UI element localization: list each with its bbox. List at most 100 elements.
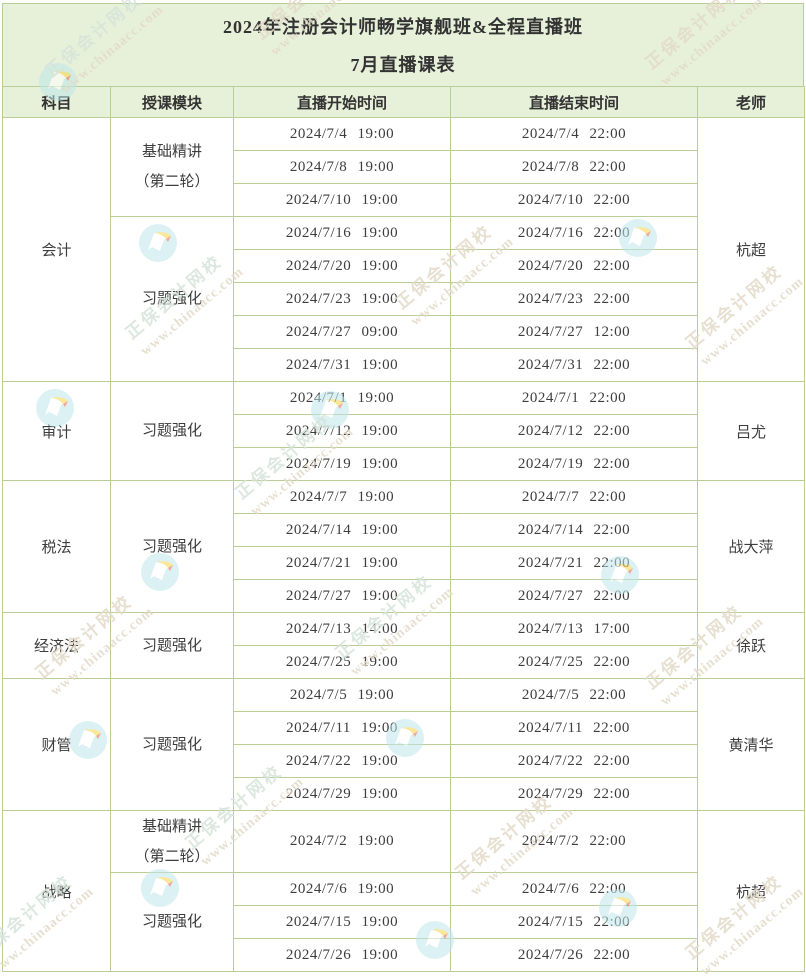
table-row: 会计 基础精讲 （第二轮） 2024/7/4 19:00 2024/7/4 22… [2,117,805,382]
end-time-cell: 2024/7/23 22:00 [450,282,698,316]
module-cell: 基础精讲 （第二轮） [110,117,234,217]
module-cell: 习题强化 [110,678,234,811]
page-subtitle: 7月直播课表 [350,55,456,75]
end-time-cell: 2024/7/20 22:00 [450,249,698,283]
header-subject: 科目 [2,86,111,118]
end-time-cell: 2024/7/12 22:00 [450,414,698,448]
teacher-cell: 杭超 [697,810,805,972]
end-time-cell: 2024/7/16 22:00 [450,216,698,250]
table-row: 2024/7/10 19:00 2024/7/10 22:00 [3,183,805,217]
end-time-cell: 2024/7/25 22:00 [450,645,698,679]
end-time-cell: 2024/7/13 17:00 [450,612,698,646]
start-time-cell: 2024/7/6 19:00 [233,872,451,906]
table-row: 2024/7/14 19:00 2024/7/14 22:00 [3,513,805,547]
teacher-cell: 徐跃 [697,612,805,679]
start-time-cell: 2024/7/22 19:00 [233,744,451,778]
table-row: 税法 习题强化 2024/7/7 19:00 2024/7/7 22:00 战大… [2,480,805,613]
subject-cell: 财管 [2,678,111,811]
table-row: 2024/7/26 19:00 2024/7/26 22:00 [3,938,805,972]
header-start-time: 直播开始时间 [233,86,451,118]
start-time-cell: 2024/7/13 14:00 [233,612,451,646]
end-time-cell: 2024/7/14 22:00 [450,513,698,547]
subject-cell: 税法 [2,480,111,613]
table-row: 2024/7/31 19:00 2024/7/31 22:00 [3,348,805,382]
subject-cell: 会计 [2,117,111,382]
end-time-cell: 2024/7/22 22:00 [450,744,698,778]
end-time-cell: 2024/7/1 22:00 [450,381,698,415]
header-end-time: 直播结束时间 [450,86,698,118]
start-time-cell: 2024/7/5 19:00 [233,678,451,712]
start-time-cell: 2024/7/1 19:00 [233,381,451,415]
end-time-cell: 2024/7/15 22:00 [450,905,698,939]
end-time-cell: 2024/7/4 22:00 [450,117,698,151]
schedule-table: 科目 授课模块 直播开始时间 直播结束时间 老师 会计 基础精讲 （第二轮） 2… [2,86,805,972]
table-row: 战略 基础精讲 （第二轮） 2024/7/2 19:00 2024/7/2 22… [2,810,805,972]
table-row: 2024/7/15 19:00 2024/7/15 22:00 [3,905,805,939]
start-time-cell: 2024/7/27 09:00 [233,315,451,349]
end-time-cell: 2024/7/2 22:00 [450,810,698,873]
module-cell: 基础精讲 （第二轮） [110,810,234,873]
header-teacher: 老师 [697,86,805,118]
table-row: 2024/7/25 19:00 2024/7/25 22:00 [3,645,805,679]
table-row: 2024/7/22 19:00 2024/7/22 22:00 [3,744,805,778]
page-title: 2024年注册会计师畅学旗舰班&全程直播班 [223,17,583,37]
start-time-cell: 2024/7/26 19:00 [233,938,451,972]
start-time-cell: 2024/7/21 19:00 [233,546,451,580]
end-time-cell: 2024/7/21 22:00 [450,546,698,580]
end-time-cell: 2024/7/19 22:00 [450,447,698,481]
schedule-sheet: 2024年注册会计师畅学旗舰班&全程直播班 7月直播课表 科目 授课模块 直播开… [2,3,805,972]
header-row: 科目 授课模块 直播开始时间 直播结束时间 老师 [2,86,805,118]
start-time-cell: 2024/7/25 19:00 [233,645,451,679]
start-time-cell: 2024/7/31 19:00 [233,348,451,382]
start-time-cell: 2024/7/15 19:00 [233,905,451,939]
start-time-cell: 2024/7/19 19:00 [233,447,451,481]
table-row: 习题强化 2024/7/6 19:00 2024/7/6 22:00 [3,872,805,972]
table-row: 2024/7/27 19:00 2024/7/27 22:00 [3,579,805,613]
subject-cell: 审计 [2,381,111,481]
start-time-cell: 2024/7/29 19:00 [233,777,451,811]
start-time-cell: 2024/7/11 19:00 [233,711,451,745]
module-cell: 习题强化 [110,480,234,613]
start-time-cell: 2024/7/8 19:00 [233,150,451,184]
header-module: 授课模块 [110,86,234,118]
start-time-cell: 2024/7/23 19:00 [233,282,451,316]
table-body: 会计 基础精讲 （第二轮） 2024/7/4 19:00 2024/7/4 22… [2,117,805,972]
end-time-cell: 2024/7/27 12:00 [450,315,698,349]
end-time-cell: 2024/7/8 22:00 [450,150,698,184]
start-time-cell: 2024/7/10 19:00 [233,183,451,217]
end-time-cell: 2024/7/11 22:00 [450,711,698,745]
end-time-cell: 2024/7/7 22:00 [450,480,698,514]
table-header: 科目 授课模块 直播开始时间 直播结束时间 老师 [2,86,805,118]
end-time-cell: 2024/7/29 22:00 [450,777,698,811]
teacher-cell: 战大萍 [697,480,805,613]
end-time-cell: 2024/7/26 22:00 [450,938,698,972]
subject-cell: 战略 [2,810,111,972]
module-cell: 习题强化 [110,872,234,972]
start-time-cell: 2024/7/27 19:00 [233,579,451,613]
start-time-cell: 2024/7/12 19:00 [233,414,451,448]
table-row: 2024/7/23 19:00 2024/7/23 22:00 [3,282,805,316]
start-time-cell: 2024/7/2 19:00 [233,810,451,873]
start-time-cell: 2024/7/7 19:00 [233,480,451,514]
table-row: 2024/7/8 19:00 2024/7/8 22:00 [3,150,805,184]
title-block: 2024年注册会计师畅学旗舰班&全程直播班 7月直播课表 [2,3,804,86]
end-time-cell: 2024/7/31 22:00 [450,348,698,382]
start-time-cell: 2024/7/4 19:00 [233,117,451,151]
table-row: 习题强化 2024/7/16 19:00 2024/7/16 22:00 [3,216,805,382]
end-time-cell: 2024/7/27 22:00 [450,579,698,613]
table-row: 审计 习题强化 2024/7/1 19:00 2024/7/1 22:00 吕尤 [2,381,805,481]
start-time-cell: 2024/7/16 19:00 [233,216,451,250]
teacher-cell: 杭超 [697,117,805,382]
teacher-cell: 黄清华 [697,678,805,811]
table-row: 财管 习题强化 2024/7/5 19:00 2024/7/5 22:00 黄清… [2,678,805,811]
table-row: 2024/7/19 19:00 2024/7/19 22:00 [3,447,805,481]
end-time-cell: 2024/7/10 22:00 [450,183,698,217]
table-row: 2024/7/27 09:00 2024/7/27 12:00 [3,315,805,349]
teacher-cell: 吕尤 [697,381,805,481]
module-cell: 习题强化 [110,612,234,679]
module-cell: 习题强化 [110,216,234,382]
start-time-cell: 2024/7/14 19:00 [233,513,451,547]
table-row: 经济法 习题强化 2024/7/13 14:00 2024/7/13 17:00… [2,612,805,679]
end-time-cell: 2024/7/6 22:00 [450,872,698,906]
